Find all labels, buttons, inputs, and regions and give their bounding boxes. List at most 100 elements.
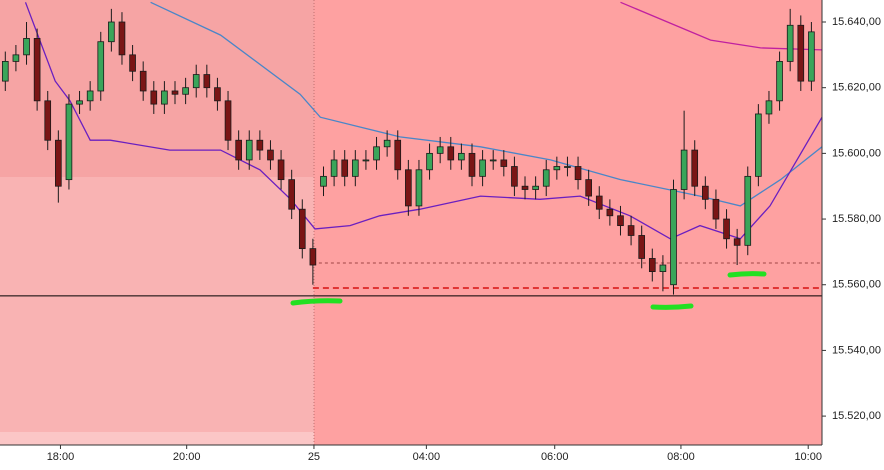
- candle-body: [161, 90, 168, 105]
- candle-body: [627, 225, 635, 236]
- candle-body: [182, 87, 189, 95]
- session-shade: [0, 432, 314, 445]
- candle-body: [362, 159, 370, 162]
- candle-body: [330, 159, 338, 177]
- candle-body: [542, 169, 550, 187]
- candle-body: [298, 208, 306, 250]
- candle-body: [277, 159, 285, 181]
- y-tick-label: 15.580,00: [832, 213, 881, 225]
- candle-body: [267, 149, 274, 161]
- levels: [0, 262, 822, 297]
- candle-body: [383, 139, 391, 148]
- candle-body: [256, 139, 264, 151]
- y-tick-label: 15.640,00: [832, 16, 881, 28]
- session-shade: [314, 0, 822, 445]
- candle-body: [468, 152, 476, 177]
- candle-body: [341, 159, 349, 177]
- candle-body: [532, 185, 539, 190]
- x-tick-label: 04:00: [413, 451, 441, 463]
- candle-body: [447, 146, 455, 161]
- candle-body: [129, 54, 136, 72]
- candle-body: [670, 189, 677, 286]
- candle-body: [500, 159, 508, 167]
- highlight-mark: [727, 271, 767, 278]
- candles: [1, 8, 815, 295]
- candle-body: [12, 54, 20, 62]
- candle-body: [702, 185, 709, 200]
- highlight-mark: [650, 303, 694, 310]
- candle-body: [309, 248, 317, 266]
- candle-body: [733, 238, 741, 246]
- candle-body: [786, 24, 794, 62]
- candle-body: [76, 100, 83, 105]
- candle-body: [373, 146, 380, 161]
- x-tick-label: 25: [308, 451, 320, 463]
- candle-body: [606, 208, 614, 217]
- candle-body: [55, 139, 62, 187]
- candle-body: [426, 152, 433, 171]
- candle-body: [1, 61, 9, 82]
- candle-body: [638, 235, 646, 259]
- axes: 15.520,00 15.540,00 15.560,00 15.580,00 15.6…: [47, 16, 881, 463]
- moving-average-line: [24, 2, 822, 240]
- candle-body: [203, 74, 211, 89]
- highlight-mark: [290, 298, 343, 306]
- candle-body: [235, 139, 242, 161]
- candle-body: [65, 103, 73, 181]
- candle-body: [479, 159, 486, 177]
- candle-body: [617, 215, 624, 227]
- candle-body: [776, 61, 783, 102]
- x-tick-label: 08:00: [667, 451, 695, 463]
- candle-body: [118, 21, 126, 56]
- y-tick-label: 15.520,00: [832, 410, 881, 422]
- candle-body: [108, 21, 115, 43]
- candle-body: [224, 100, 232, 141]
- candle-body: [351, 159, 359, 177]
- session-shade: [0, 177, 314, 432]
- candle-body: [680, 149, 688, 190]
- candle-body: [415, 169, 423, 207]
- candle-body: [23, 38, 30, 56]
- candle-body: [712, 198, 720, 220]
- candle-body: [521, 185, 529, 190]
- y-tick-label: 15.560,00: [832, 279, 881, 291]
- candle-body: [723, 218, 730, 240]
- candle-body: [755, 113, 762, 177]
- candle-body: [511, 166, 518, 187]
- candle-body: [394, 139, 402, 171]
- candle-body: [648, 258, 656, 272]
- candle-body: [171, 90, 179, 95]
- candle-body: [405, 169, 412, 207]
- candle-body: [139, 70, 147, 92]
- candle-body: [97, 41, 105, 92]
- candle-body: [320, 175, 327, 187]
- x-tick-label: 18:00: [47, 451, 75, 463]
- candle-body: [744, 175, 752, 246]
- candle-body: [214, 87, 221, 102]
- session-shade: [0, 0, 314, 177]
- candle-body: [458, 152, 465, 161]
- y-tick-label: 15.600,00: [832, 147, 881, 159]
- y-tick-label: 15.540,00: [832, 344, 881, 356]
- candle-body: [436, 146, 444, 154]
- candle-body: [86, 90, 94, 102]
- x-tick-label: 10:00: [794, 451, 822, 463]
- candle-body: [808, 31, 815, 82]
- candle-body: [574, 166, 582, 181]
- candle-body: [595, 195, 603, 210]
- candle-body: [564, 166, 571, 168]
- candle-body: [553, 166, 561, 171]
- candle-body: [44, 100, 52, 141]
- x-tick-label: 20:00: [173, 451, 201, 463]
- candle-body: [797, 24, 805, 82]
- candle-body: [150, 90, 158, 105]
- candle-body: [765, 100, 773, 115]
- y-tick-label: 15.620,00: [832, 82, 881, 94]
- candle-body: [288, 179, 295, 210]
- candle-body: [585, 179, 592, 197]
- candle-body: [192, 74, 200, 89]
- candle-body: [33, 38, 41, 102]
- candle-body: [659, 264, 667, 272]
